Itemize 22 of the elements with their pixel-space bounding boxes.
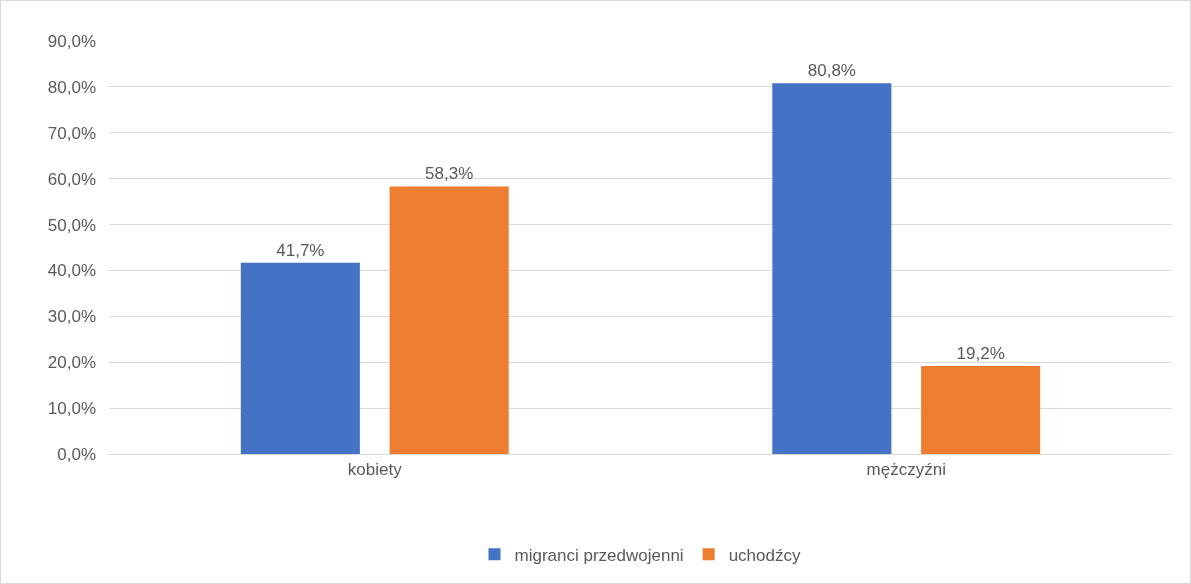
- legend-label: migranci przedwojenni: [514, 545, 684, 565]
- bar: [772, 83, 892, 454]
- y-tick-label: 40,0%: [47, 261, 96, 281]
- x-tick-label: kobiety: [347, 460, 403, 480]
- x-tick-label: mężczyźni: [866, 460, 946, 480]
- y-tick-label: 30,0%: [47, 307, 96, 327]
- y-tick-label: 90,0%: [47, 31, 96, 51]
- bar: [389, 186, 509, 454]
- data-label: 80,8%: [807, 61, 856, 81]
- y-tick-label: 50,0%: [47, 215, 96, 235]
- y-tick-label: 60,0%: [47, 169, 96, 189]
- y-tick-label: 80,0%: [47, 77, 96, 97]
- bar: [240, 262, 360, 454]
- y-tick-label: 0,0%: [57, 444, 96, 464]
- data-label: 19,2%: [956, 343, 1005, 363]
- y-tick-label: 10,0%: [47, 399, 96, 419]
- bar: [921, 365, 1041, 454]
- y-tick-label: 20,0%: [47, 353, 96, 373]
- legend-label: uchodźcy: [728, 545, 801, 565]
- data-label: 41,7%: [276, 240, 325, 260]
- y-tick-label: 70,0%: [47, 123, 96, 143]
- data-label: 58,3%: [425, 164, 474, 184]
